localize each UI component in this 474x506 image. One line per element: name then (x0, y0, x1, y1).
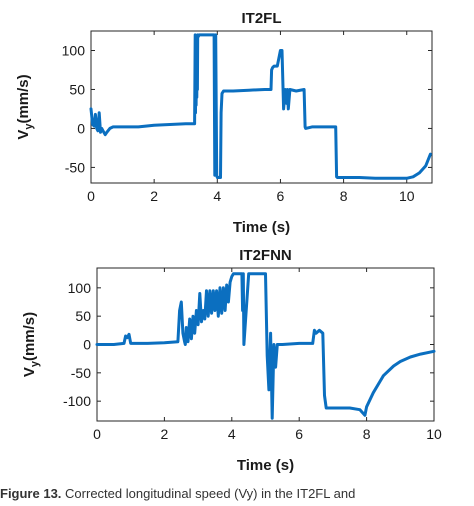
y-tick-label: 50 (69, 81, 85, 97)
x-axis-label: Time (s) (237, 457, 294, 474)
y-tick-label: -50 (65, 159, 85, 175)
y-tick-label: 50 (75, 308, 91, 324)
x-tick-label: 8 (363, 426, 371, 442)
plot-frame (90, 30, 433, 184)
y-axis-label-symbol: V (21, 367, 38, 377)
x-tick-label: 10 (426, 426, 442, 442)
y-axis-label-subscript: y (23, 123, 35, 130)
y-tick-label: 100 (68, 280, 92, 296)
chart-it2fnn: IT2FNN 0 2 4 6 8 10 -100 -50 0 50 100 Time (s) Vy(mm/… (21, 247, 442, 474)
chart-title: IT2FL (242, 10, 282, 27)
y-tick-label: 0 (83, 337, 91, 353)
y-tick-label: 0 (77, 120, 85, 136)
caption-label: Figure 13. (0, 486, 62, 501)
series-line (89, 33, 432, 180)
caption-text: Corrected longitudinal speed (Vy) in the… (65, 486, 356, 501)
x-tick-label: 2 (150, 188, 158, 204)
y-axis-label: Vy(mm/s) (21, 312, 41, 377)
y-tick-label: -50 (71, 365, 91, 381)
x-tick-label: 4 (228, 426, 236, 442)
x-tick-label: 4 (213, 188, 221, 204)
y-axis-label-unit: (mm/s) (21, 312, 38, 361)
y-tick-label: -100 (63, 393, 91, 409)
x-tick-label: 0 (93, 426, 101, 442)
x-tick-label: 6 (277, 188, 285, 204)
x-tick-label: 2 (161, 426, 169, 442)
x-tick-label: 10 (399, 188, 415, 204)
x-tick-label: 0 (87, 188, 95, 204)
chart-title: IT2FNN (239, 247, 292, 264)
x-tick-label: 8 (340, 188, 348, 204)
y-axis-label-subscript: y (29, 360, 41, 367)
x-tick-label: 6 (295, 426, 303, 442)
y-axis-label-symbol: V (15, 130, 32, 140)
y-axis-label: Vy(mm/s) (15, 74, 35, 139)
figure-caption: Figure 13. Corrected longitudinal speed … (0, 486, 474, 501)
x-axis-label: Time (s) (233, 219, 290, 236)
series-line (95, 272, 436, 420)
y-axis-label-unit: (mm/s) (15, 74, 32, 123)
y-tick-label: 100 (62, 42, 86, 58)
